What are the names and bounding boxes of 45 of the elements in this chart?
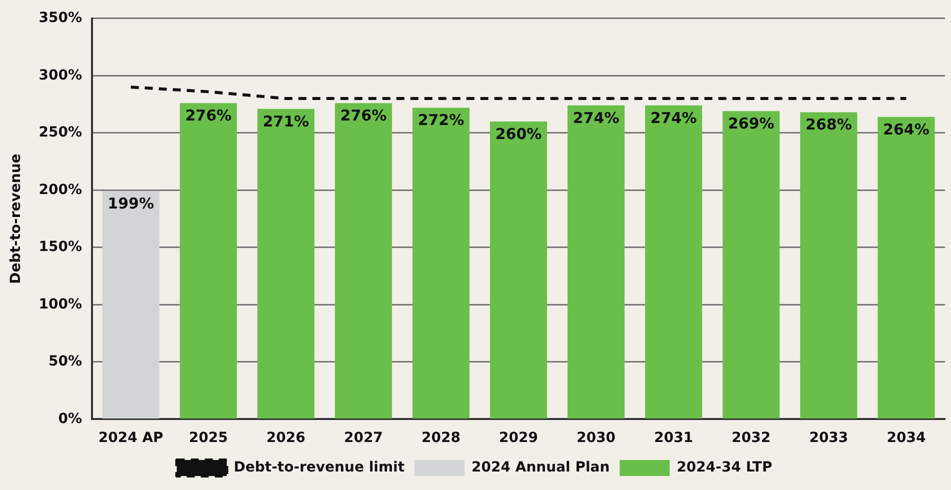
- bar: [412, 108, 470, 418]
- y-tick-label: 50%: [48, 354, 82, 370]
- y-tick-label: 0%: [58, 410, 82, 427]
- x-tick-label: 2034: [886, 430, 926, 446]
- x-tick-label: 2025: [188, 430, 228, 446]
- data-label: 271%: [262, 112, 310, 130]
- data-label: 268%: [806, 116, 852, 134]
- legend-label: Debt-to-revenue limit: [234, 460, 405, 476]
- data-label: 272%: [418, 111, 464, 130]
- x-tick-label: 2032: [732, 430, 771, 446]
- x-tick-label: 2033: [809, 430, 848, 446]
- y-tick-label: 150%: [38, 239, 82, 256]
- x-tick-label: 2029: [499, 430, 538, 446]
- bar: [180, 103, 237, 418]
- bar: [645, 105, 702, 418]
- y-tick-label: 350%: [38, 10, 82, 26]
- data-label: 276%: [340, 106, 387, 125]
- x-tick-label: 2031: [654, 430, 694, 446]
- data-label: 269%: [728, 114, 774, 133]
- bar: [490, 121, 548, 418]
- bar: [800, 112, 858, 418]
- y-tick-label: 200%: [38, 182, 82, 198]
- legend-label: 2024 Annual Plan: [472, 460, 610, 476]
- data-label: 276%: [185, 106, 232, 125]
- y-tick-label: 100%: [38, 296, 82, 312]
- x-tick-label: 2024 AP: [98, 430, 164, 446]
- data-label: 260%: [495, 124, 542, 143]
- bar: [722, 111, 780, 418]
- x-tick-label: 2030: [576, 430, 616, 446]
- data-label: 199%: [108, 194, 154, 213]
- y-tick-label: 250%: [38, 124, 82, 141]
- bar: [878, 116, 935, 418]
- x-tick-label: 2026: [266, 430, 306, 446]
- x-tick-label: 2027: [344, 430, 383, 446]
- bar: [334, 103, 392, 418]
- y-axis-title: Debt-to-revenue: [8, 154, 24, 284]
- bar: [568, 105, 625, 418]
- x-tick-label: 2028: [422, 430, 460, 446]
- legend-label: 2024-34 LTP: [676, 460, 772, 476]
- data-label: 274%: [572, 108, 620, 127]
- data-label: 264%: [883, 120, 930, 138]
- y-tick-label: 300%: [38, 67, 82, 84]
- data-label: 274%: [650, 108, 697, 127]
- bar: [257, 108, 314, 418]
- bar: [102, 191, 160, 418]
